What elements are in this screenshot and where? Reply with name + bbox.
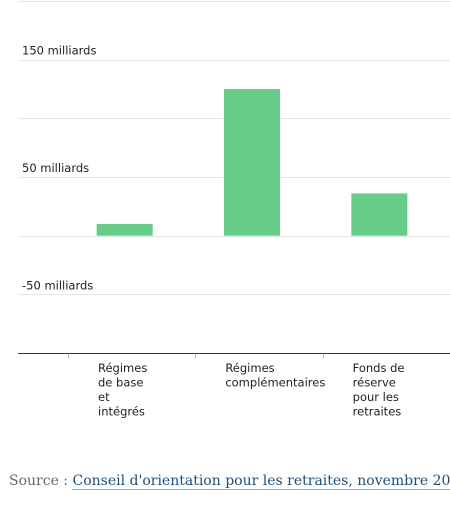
source-link[interactable]: Conseil d'orientation pour les retraites… <box>72 473 450 490</box>
bar-chart: 150 milliards 50 milliards -50 milliards Ré… <box>18 1 450 419</box>
source-prefix: Source : <box>9 473 73 489</box>
y-tick-label-0: 150 milliards <box>22 44 96 58</box>
bar-1 <box>224 89 280 236</box>
x-category-label-2: Fonds de réserve pour les retraites <box>353 361 405 419</box>
y-tick-label-1: 50 milliards <box>22 161 89 175</box>
chart-canvas: 150 milliards 50 milliards -50 milliards Ré… <box>18 1 450 419</box>
x-category-label-0: Régimes de base et intégrés <box>98 361 147 419</box>
x-category-label-1: Régimes complémentaires <box>225 361 325 390</box>
source-note: Source : Conseil d'orientation pour les … <box>9 473 450 490</box>
y-tick-label-2: -50 milliards <box>22 278 93 292</box>
bar-0 <box>96 223 153 236</box>
bar-2 <box>351 193 408 236</box>
